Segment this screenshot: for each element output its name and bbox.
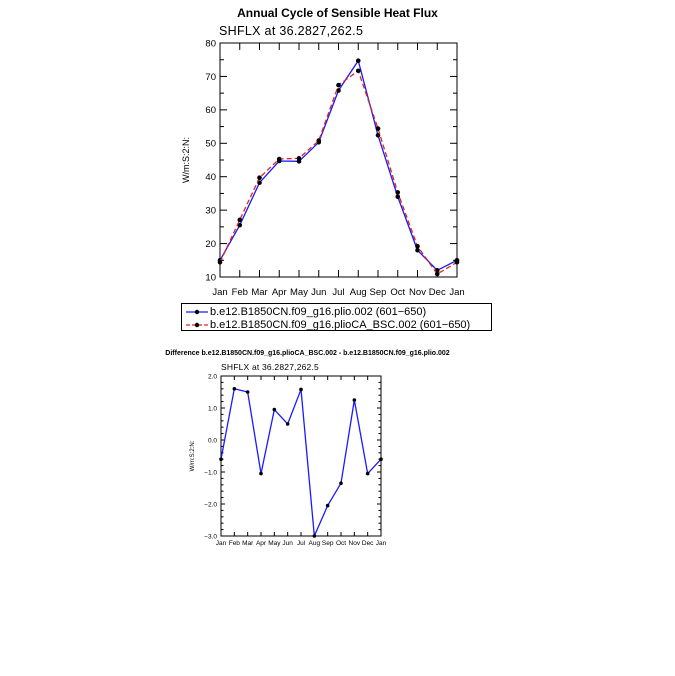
x-tick-label: Aug (309, 540, 321, 547)
x-tick-label: Nov (409, 287, 426, 298)
y-tick-label: 80 (205, 38, 216, 49)
y-tick-label: −1.0 (204, 469, 217, 476)
y-axis-label: W/m:S:2:N: (181, 137, 191, 183)
chart-subtitle: SHFLX at 36.2827,262.5 (219, 24, 364, 38)
series-line (220, 388, 382, 537)
data-point (415, 247, 420, 253)
y-tick-label: −3.0 (204, 533, 217, 540)
data-point (395, 194, 401, 200)
data-point (365, 471, 370, 476)
x-tick-label: Oct (336, 540, 346, 547)
legend-line-solid-icon (186, 309, 208, 314)
x-tick-label: Feb (232, 287, 248, 298)
data-point (312, 534, 317, 538)
legend-line-dashed-icon (186, 322, 208, 327)
data-point (232, 387, 237, 391)
legend-item-plio: b.e12.B1850CN.f09_g16.plio.002 (601−650) (186, 305, 426, 318)
data-point (237, 222, 243, 228)
y-tick-label: 10 (205, 272, 216, 283)
data-point (217, 259, 223, 265)
data-point (336, 82, 341, 88)
x-tick-label: Jul (297, 540, 306, 547)
data-point (336, 88, 341, 93)
x-tick-label: Dec (362, 540, 374, 547)
data-point (316, 138, 322, 143)
difference-subtitle: SHFLX at 36.2827,262.5 (221, 362, 319, 372)
x-tick-label: Dec (429, 287, 446, 298)
y-axis-label: W/m:S:2:N: (190, 440, 196, 471)
x-tick-label: Mar (242, 540, 254, 547)
data-point (434, 271, 440, 277)
data-point (454, 259, 460, 265)
legend-item-pliocabsc: b.e12.B1850CN.f09_g16.plioCA_BSC.002 (60… (186, 318, 470, 331)
data-point (259, 471, 263, 476)
data-point (272, 407, 277, 412)
data-point (237, 217, 243, 223)
data-point (415, 243, 420, 249)
data-point (296, 156, 302, 161)
x-tick-label: Apr (272, 287, 287, 298)
y-tick-label: 30 (205, 205, 216, 216)
y-tick-label: −2.0 (204, 501, 217, 508)
x-tick-label: May (290, 287, 308, 298)
data-point (257, 175, 262, 181)
data-point (352, 398, 357, 402)
data-point (379, 457, 383, 462)
data-point (245, 390, 250, 394)
x-tick-label: Sep (322, 540, 334, 547)
plot-frame (220, 375, 382, 537)
y-tick-label: 60 (205, 105, 216, 116)
x-tick-label: Mar (251, 287, 267, 298)
data-point (276, 156, 282, 162)
x-tick-label: Aug (350, 287, 367, 298)
data-point (325, 503, 330, 508)
data-point (285, 422, 290, 426)
y-tick-label: 40 (205, 172, 216, 183)
x-tick-label: Oct (390, 287, 405, 298)
y-tick-label: 0.0 (208, 437, 217, 444)
data-point (219, 457, 223, 462)
y-tick-label: 70 (205, 72, 216, 83)
x-tick-label: Nov (349, 540, 361, 547)
data-point (375, 126, 381, 131)
difference-title: Difference b.e12.B1850CN.f09_g16.plioCA_… (165, 350, 450, 357)
x-tick-label: Feb (229, 540, 241, 547)
data-point (355, 58, 361, 64)
data-point (339, 481, 343, 486)
legend-label: b.e12.B1850CN.f09_g16.plio.002 (601−650) (210, 305, 427, 318)
x-tick-label: Jan (449, 287, 464, 298)
y-tick-label: 2.0 (208, 373, 217, 380)
data-point (299, 387, 303, 392)
x-tick-label: Jun (311, 287, 326, 298)
legend-label: b.e12.B1850CN.f09_g16.plioCA_BSC.002 (60… (210, 318, 471, 331)
x-tick-label: Jun (282, 540, 293, 547)
x-tick-label: Sep (370, 287, 387, 298)
x-tick-label: Jan (216, 540, 227, 547)
x-tick-label: Jan (212, 287, 227, 298)
x-tick-label: Apr (256, 540, 267, 547)
y-tick-label: 1.0 (208, 405, 217, 412)
data-point (355, 68, 361, 74)
chart-title: Annual Cycle of Sensible Heat Flux (237, 6, 438, 20)
y-tick-label: 50 (205, 139, 216, 150)
x-tick-label: May (268, 540, 281, 547)
x-tick-label: Jul (332, 287, 344, 298)
x-tick-label: Jan (376, 540, 387, 547)
y-tick-label: 20 (205, 239, 216, 250)
legend: b.e12.B1850CN.f09_g16.plio.002 (601−650)… (181, 303, 492, 331)
data-point (395, 190, 401, 195)
